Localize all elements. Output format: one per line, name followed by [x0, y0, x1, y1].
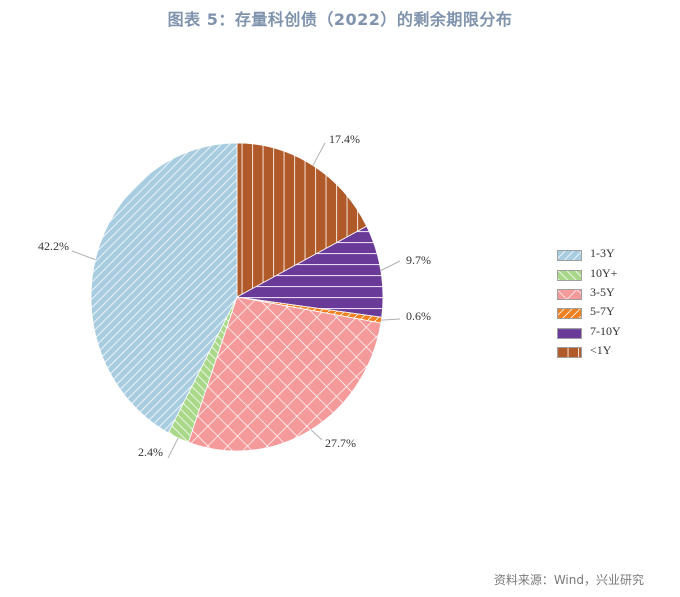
legend-swatch-10y-plus [557, 268, 582, 281]
legend: 1-3Y 10Y+ 3-5Y 5-7Y 7-10Y <1Y [557, 244, 621, 360]
chart-title: 图表 5：存量科创债（2022）的剩余期限分布 [167, 10, 513, 29]
legend-swatch-lt-1y [557, 345, 582, 359]
legend-swatch-7-10y [557, 326, 582, 339]
leader-line [310, 429, 323, 441]
leader-line [71, 250, 96, 261]
data-label: 27.7% [325, 436, 356, 450]
data-label: 42.2% [38, 239, 69, 253]
pie-slice [235, 225, 384, 318]
data-label: 2.4% [138, 445, 163, 459]
data-labels: 17.4% 9.7% 0.6% 27.7% 2.4% 42.2% [38, 132, 431, 459]
legend-swatch-5-7y [557, 306, 582, 320]
legend-label: 1-3Y [590, 246, 615, 261]
legend-swatch-1-3y [557, 248, 582, 262]
legend-item-7-10y: 7-10Y [557, 322, 621, 341]
leader-line [380, 260, 401, 271]
legend-item-1-3y: 1-3Y [557, 244, 621, 263]
legend-item-3-5y: 3-5Y [557, 283, 621, 302]
data-label: 9.7% [406, 253, 431, 267]
legend-swatch-3-5y [557, 287, 582, 300]
leader-line [381, 318, 401, 321]
legend-item-lt-1y: <1Y [557, 341, 621, 360]
legend-item-10y-plus: 10Y+ [557, 263, 621, 282]
legend-label: 10Y+ [590, 265, 618, 280]
legend-label: 7-10Y [590, 323, 621, 338]
legend-item-5-7y: 5-7Y [557, 302, 621, 321]
leader-line [312, 142, 326, 166]
source-note: 资料来源：Wind，兴业研究 [493, 573, 644, 587]
data-label: 0.6% [406, 309, 431, 323]
pie-slices [90, 142, 384, 452]
pie-slice [236, 142, 368, 298]
leader-line [167, 437, 179, 459]
legend-label: <1Y [590, 343, 612, 358]
legend-label: 5-7Y [590, 304, 615, 319]
legend-label: 3-5Y [590, 284, 615, 299]
leader-lines [71, 142, 401, 459]
data-label: 17.4% [329, 132, 360, 146]
